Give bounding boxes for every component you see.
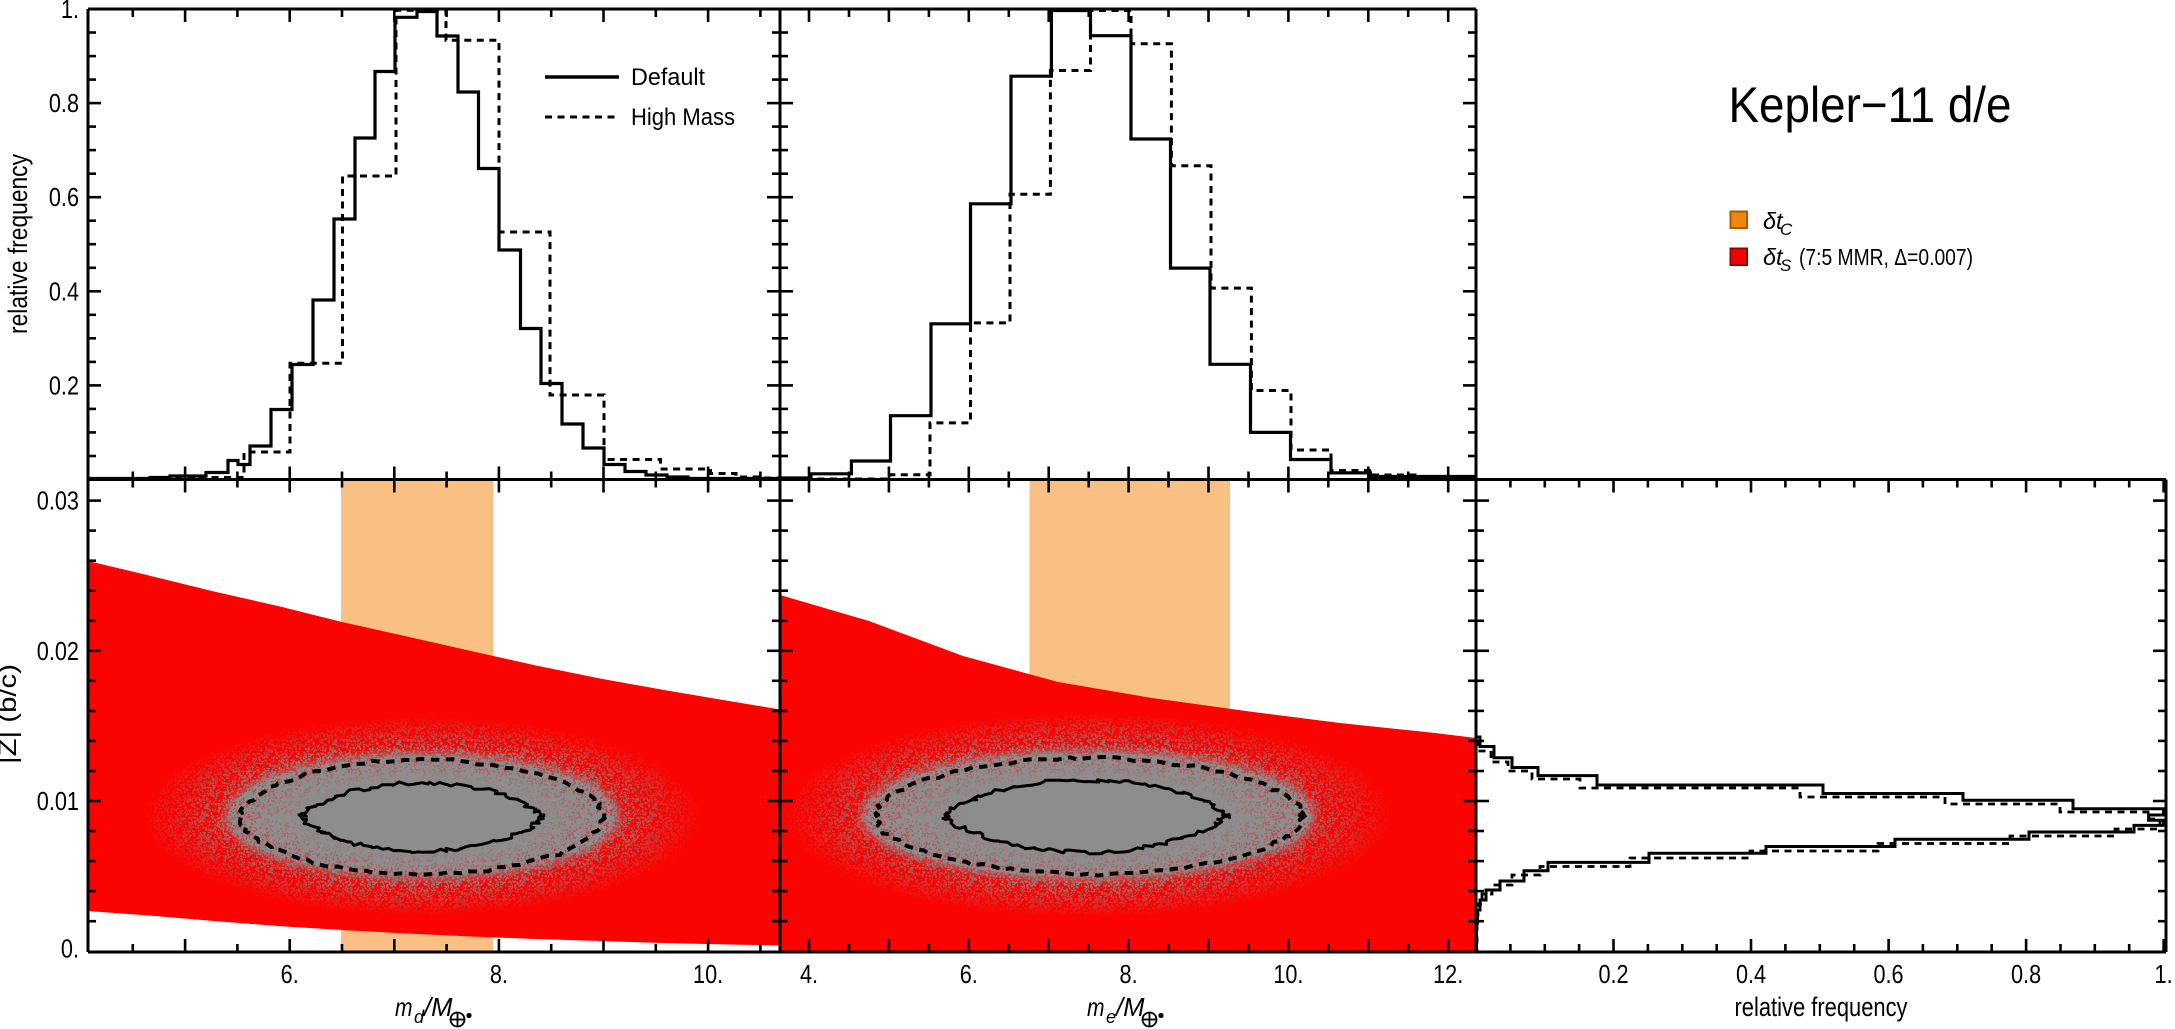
svg-text:relative frequency: relative frequency [3, 154, 33, 334]
svg-text:0.: 0. [61, 936, 79, 964]
svg-text:6.: 6. [960, 961, 978, 989]
svg-text:8.: 8. [490, 961, 508, 989]
svg-text:/M: /M [1114, 992, 1145, 1022]
svg-text:δt: δt [1763, 208, 1784, 234]
svg-text:0.2: 0.2 [1598, 961, 1628, 989]
svg-text:0.4: 0.4 [1736, 961, 1766, 989]
svg-text:d: d [414, 1007, 425, 1027]
svg-text:0.02: 0.02 [37, 638, 79, 666]
svg-text:0.6: 0.6 [1874, 961, 1904, 989]
svg-text:12.: 12. [1433, 961, 1463, 989]
svg-text:0.4: 0.4 [49, 278, 79, 306]
svg-text:(7:5 MMR, Δ=0.007): (7:5 MMR, Δ=0.007) [1799, 244, 1973, 270]
svg-text:e: e [1106, 1007, 1116, 1027]
svg-text:8.: 8. [1120, 961, 1138, 989]
svg-text:6.: 6. [281, 961, 299, 989]
svg-text:m: m [1087, 992, 1105, 1022]
svg-text:/M: /M [422, 992, 453, 1022]
svg-text:4.: 4. [800, 961, 818, 989]
svg-text:m: m [395, 992, 413, 1022]
svg-text:1.: 1. [2155, 961, 2173, 989]
svg-text:|Z| (b/c): |Z| (b/c) [0, 664, 22, 764]
svg-text:0.01: 0.01 [37, 788, 79, 816]
svg-text:δt: δt [1763, 244, 1784, 270]
svg-text:0.03: 0.03 [37, 488, 79, 516]
svg-text:0.6: 0.6 [49, 184, 79, 212]
svg-text:S: S [1780, 256, 1792, 275]
svg-text:Kepler−11 d/e: Kepler−11 d/e [1729, 77, 2012, 133]
svg-text:relative frequency: relative frequency [1735, 992, 1908, 1022]
svg-text:High Mass: High Mass [631, 104, 735, 131]
svg-text:Default: Default [631, 64, 705, 91]
svg-text:0.8: 0.8 [2011, 961, 2041, 989]
svg-text:1.: 1. [61, 0, 79, 24]
svg-text:10.: 10. [693, 961, 723, 989]
svg-text:0.8: 0.8 [49, 90, 79, 118]
svg-text:0.2: 0.2 [49, 373, 79, 401]
svg-text:C: C [1780, 220, 1793, 239]
svg-text:10.: 10. [1273, 961, 1303, 989]
